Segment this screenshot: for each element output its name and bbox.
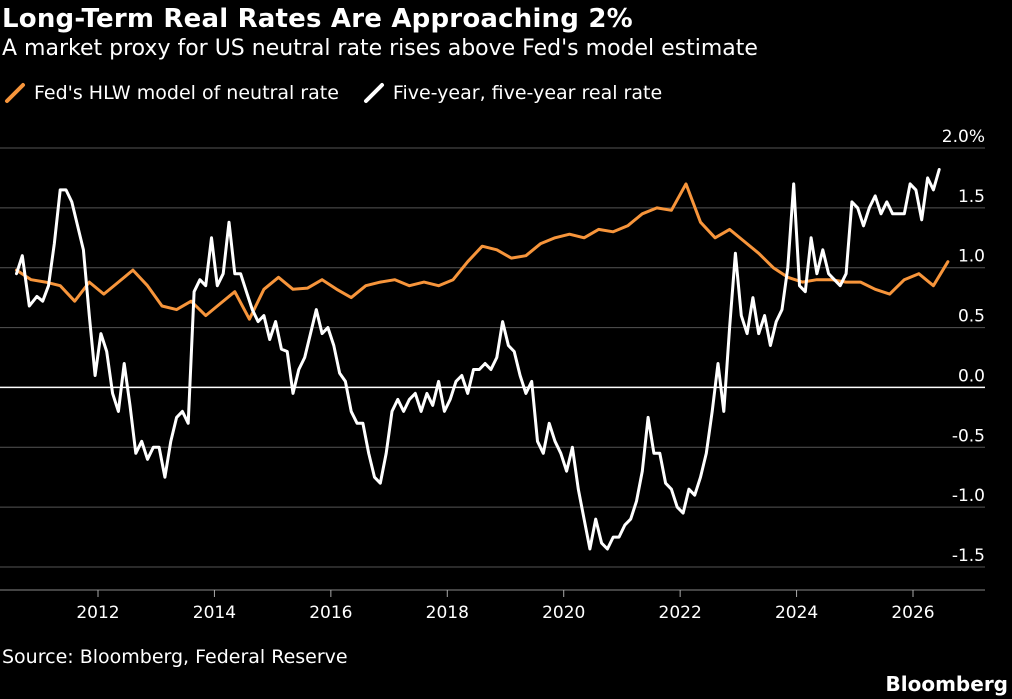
series-lines — [15, 168, 950, 551]
y-tick-label: 1.5 — [958, 187, 985, 207]
x-tick-label: 2022 — [659, 603, 702, 623]
grid-lines — [0, 147, 985, 568]
y-tick-label: 1.0 — [958, 247, 985, 267]
y-tick-label: 2.0% — [942, 127, 985, 147]
x-tick-label: 2026 — [891, 603, 934, 623]
legend-label-hlw: Fed's HLW model of neutral rate — [34, 82, 339, 104]
x-tick-label: 2016 — [309, 603, 352, 623]
y-tick-label: -1.5 — [952, 546, 985, 566]
y-tick-label: 0.0 — [958, 366, 985, 386]
x-tick-label: 2014 — [193, 603, 236, 623]
x-tick-label: 2012 — [76, 603, 119, 623]
y-axis-ticks: 2.0% 1.5 1.0 0.5 0.0 -0.5 -1.0 -1.5 — [942, 127, 985, 566]
y-tick-label: -1.0 — [952, 486, 985, 506]
y-tick-label: -0.5 — [952, 426, 985, 446]
legend-swatch-hlw — [5, 83, 25, 103]
source-note: Source: Bloomberg, Federal Reserve — [2, 646, 348, 668]
legend-item-hlw: Fed's HLW model of neutral rate — [4, 82, 339, 104]
series-line-real-rate — [15, 168, 941, 551]
x-tick-label: 2018 — [426, 603, 469, 623]
y-tick-label: 0.5 — [958, 307, 985, 327]
legend: Fed's HLW model of neutral rate Five-yea… — [4, 82, 686, 104]
x-axis-ticks: 2012 2014 2016 2018 2020 2022 2024 2026 — [0, 589, 985, 623]
brand-logo: Bloomberg — [885, 672, 1008, 696]
x-tick-label: 2024 — [775, 603, 818, 623]
legend-swatch-real-rate — [363, 83, 384, 103]
series-line-hlw — [15, 182, 950, 321]
legend-label-real-rate: Five-year, five-year real rate — [392, 82, 663, 104]
chart-subtitle: A market proxy for US neutral rate rises… — [2, 36, 758, 61]
line-chart: 2.0%1.51.00.50.0-0.5-1.0-1.5 2012 2014 201… — [0, 127, 985, 623]
legend-item-real-rate: Five-year, five-year real rate — [363, 82, 662, 104]
x-tick-label: 2020 — [542, 603, 585, 623]
chart-title: Long-Term Real Rates Are Approaching 2% — [2, 4, 633, 34]
